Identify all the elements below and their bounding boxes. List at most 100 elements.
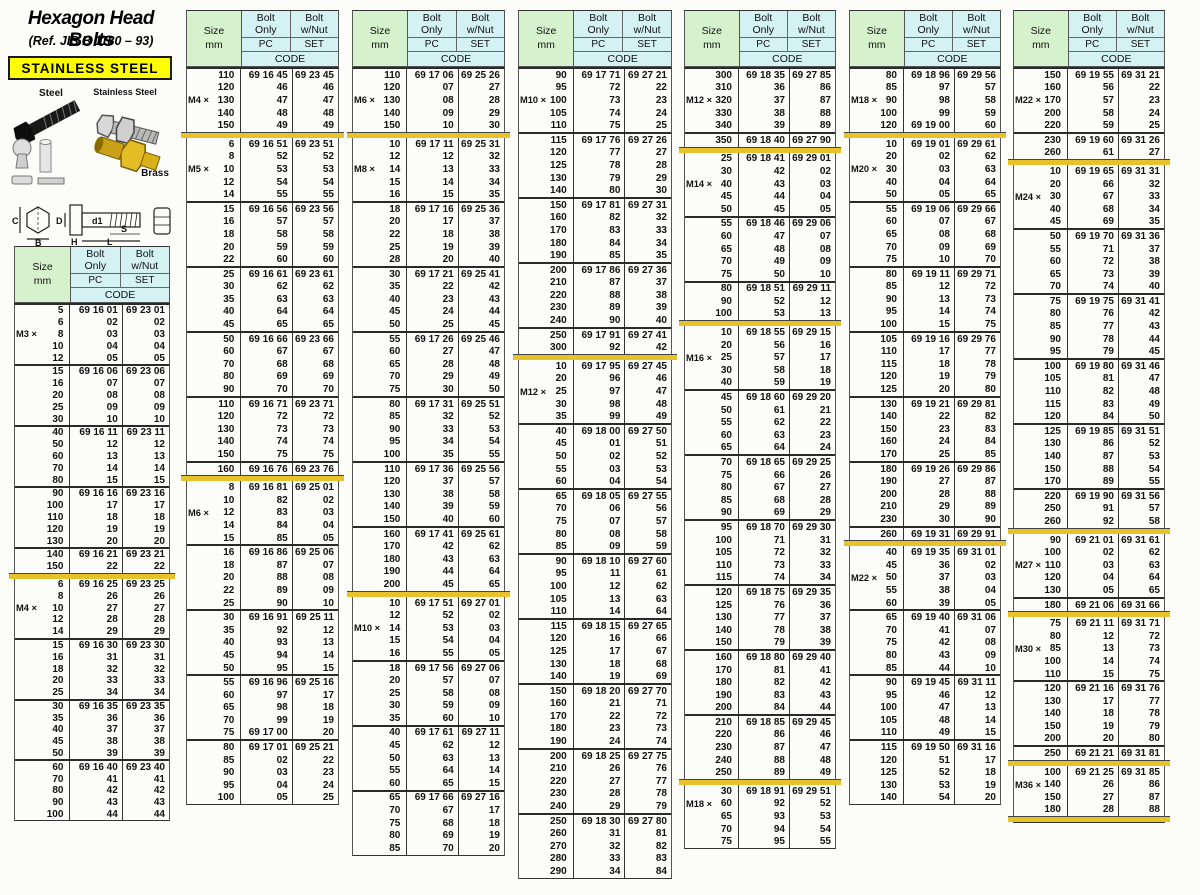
table-row: 15 85 05 — [187, 531, 338, 545]
pc-code-cell: 22 — [70, 560, 123, 573]
table-row: 14 29 29 — [15, 625, 169, 638]
size-cell: 180 — [353, 552, 408, 566]
set-header-cell: SET — [952, 38, 1001, 51]
size-cell: 110 — [1014, 667, 1068, 681]
size-cell: 80 — [685, 481, 739, 494]
pc-code-cell: 65 — [241, 318, 293, 331]
set-code-cell: 78 — [984, 358, 996, 370]
table-row: 45 94 14 — [187, 649, 338, 662]
size-cell: 22 — [187, 253, 242, 266]
size-cell: 200 — [1014, 732, 1068, 746]
code-header-cell: CODE — [408, 52, 504, 66]
pc-code-cell: 58 — [1068, 106, 1119, 120]
size-cell: 120 — [685, 586, 739, 599]
table-row: 130 18 68 — [519, 657, 671, 671]
pc-code-cell: 43 — [407, 552, 459, 566]
set-code-cell: 69 27 55 — [628, 490, 667, 502]
set-code-cell: 63 — [322, 293, 334, 305]
set-code-cell: 55 — [1148, 476, 1160, 488]
size-cell: 75 — [1014, 295, 1068, 308]
size-cell: 12 — [15, 352, 71, 364]
table-row: 80 69 69 — [187, 370, 338, 384]
set-header-cell: SET — [456, 38, 504, 51]
set-code-cell: 69 29 86 — [957, 463, 996, 475]
size-cell: 15 — [187, 202, 242, 216]
table-row: 130 73 73 — [187, 423, 338, 436]
table-row: 85 09 59 — [519, 540, 671, 553]
size-cell: 25 — [15, 686, 71, 699]
table-row: 18 87 07 — [187, 558, 338, 572]
table-row: 180 69 21 06 69 31 66 — [1014, 598, 1164, 612]
pc-code-cell: 54 — [407, 634, 459, 648]
size-cell: 150 — [519, 684, 574, 698]
table-row: 110 75 25 — [519, 119, 671, 132]
table-row: M22 × 170 57 23 — [1014, 94, 1164, 107]
block-divider — [850, 739, 1000, 742]
table-row: 20 56 16 — [685, 338, 835, 352]
size-cell: 65 — [1014, 267, 1068, 281]
table-row: 130 86 52 — [1014, 437, 1164, 451]
table-row: 90 69 19 45 69 31 11 — [850, 676, 1000, 689]
pc-code-cell: 69 19 80 — [1068, 360, 1119, 373]
size-family-label: M8 × — [354, 164, 375, 175]
table-row: 140 48 48 — [187, 106, 338, 120]
size-cell: 75 — [519, 515, 574, 528]
pc-code-cell: 76 — [1068, 307, 1119, 321]
size-cell: 65 — [685, 810, 739, 823]
table-row: M30 × 85 13 73 — [1014, 642, 1164, 656]
table-row: 180 23 73 — [519, 722, 671, 736]
table-row: 50 45 05 — [685, 202, 835, 216]
set-code-cell: 44 — [1148, 333, 1160, 345]
set-code-cell: 07 — [488, 675, 500, 687]
set-code-cell: 69 27 41 — [628, 329, 667, 341]
set-code-cell: 18 — [984, 767, 996, 779]
size-cell: 75 — [353, 816, 408, 830]
table-row: 100 05 25 — [187, 791, 338, 805]
set-code-cell: 69 27 21 — [628, 69, 667, 81]
set-code-cell: 13 — [819, 308, 831, 320]
block-divider — [15, 698, 169, 701]
block-divider — [15, 759, 169, 762]
table-row: 10 69 18 55 69 29 15 — [685, 326, 835, 339]
set-code-cell: 52 — [322, 151, 334, 163]
pc-code-cell: 69 16 76 — [241, 462, 293, 476]
table-row: 70 29 49 — [353, 370, 504, 384]
page-subtitle: (Ref. JIS B 1180 – 93) — [28, 34, 154, 48]
pc-code-cell: 28 — [1068, 803, 1119, 817]
code-table-5: Size mm Bolt Only Bolt w/Nut PC SET CODE 30… — [679, 10, 841, 850]
table-row: 125 69 19 85 69 31 51 — [1014, 425, 1164, 438]
small-parts-image — [11, 138, 65, 185]
set-code-cell: 63 — [1148, 559, 1160, 571]
size-cell: 90 — [1014, 332, 1068, 346]
size-cell: 180 — [685, 676, 739, 689]
size-header-cell: Size mm — [15, 247, 72, 302]
block-divider — [187, 739, 338, 742]
set-code-cell: 64 — [655, 606, 667, 618]
size-cell: 110 — [850, 345, 904, 359]
table-row: 55 38 04 — [850, 584, 1000, 597]
table-row: 105 13 63 — [519, 592, 671, 606]
pc-code-cell: 22 — [574, 710, 626, 723]
table-row: 65 93 53 — [685, 810, 835, 823]
set-code-cell: 32 — [1148, 178, 1160, 190]
table-row: M14 × 40 43 03 — [685, 177, 835, 191]
pc-code-cell: 22 — [904, 410, 955, 424]
size-cell: 250 — [685, 766, 739, 780]
set-code-cell: 04 — [819, 191, 831, 203]
size-family-label: M18 × — [686, 798, 713, 809]
table-row: 6 69 16 51 69 23 51 — [187, 137, 338, 151]
set-code-cell: 43 — [488, 293, 500, 305]
table-row: 60 69 16 40 69 23 40 — [15, 761, 169, 774]
pc-code-cell: 02 — [1068, 546, 1119, 559]
block-divider — [685, 454, 835, 457]
pc-code-cell: 56 — [1068, 81, 1119, 95]
block-divider — [519, 423, 671, 426]
dim-b-label: B — [35, 238, 42, 246]
size-cell: 60 — [15, 450, 71, 463]
set-code-cell: 07 — [153, 378, 165, 390]
pc-code-cell: 69 16 61 — [241, 267, 293, 281]
pc-code-cell: 69 — [739, 506, 790, 520]
pc-code-cell: 23 — [574, 722, 626, 736]
pc-code-cell: 69 17 76 — [574, 133, 626, 147]
table-row: 110 69 17 06 69 25 26 — [353, 69, 504, 82]
